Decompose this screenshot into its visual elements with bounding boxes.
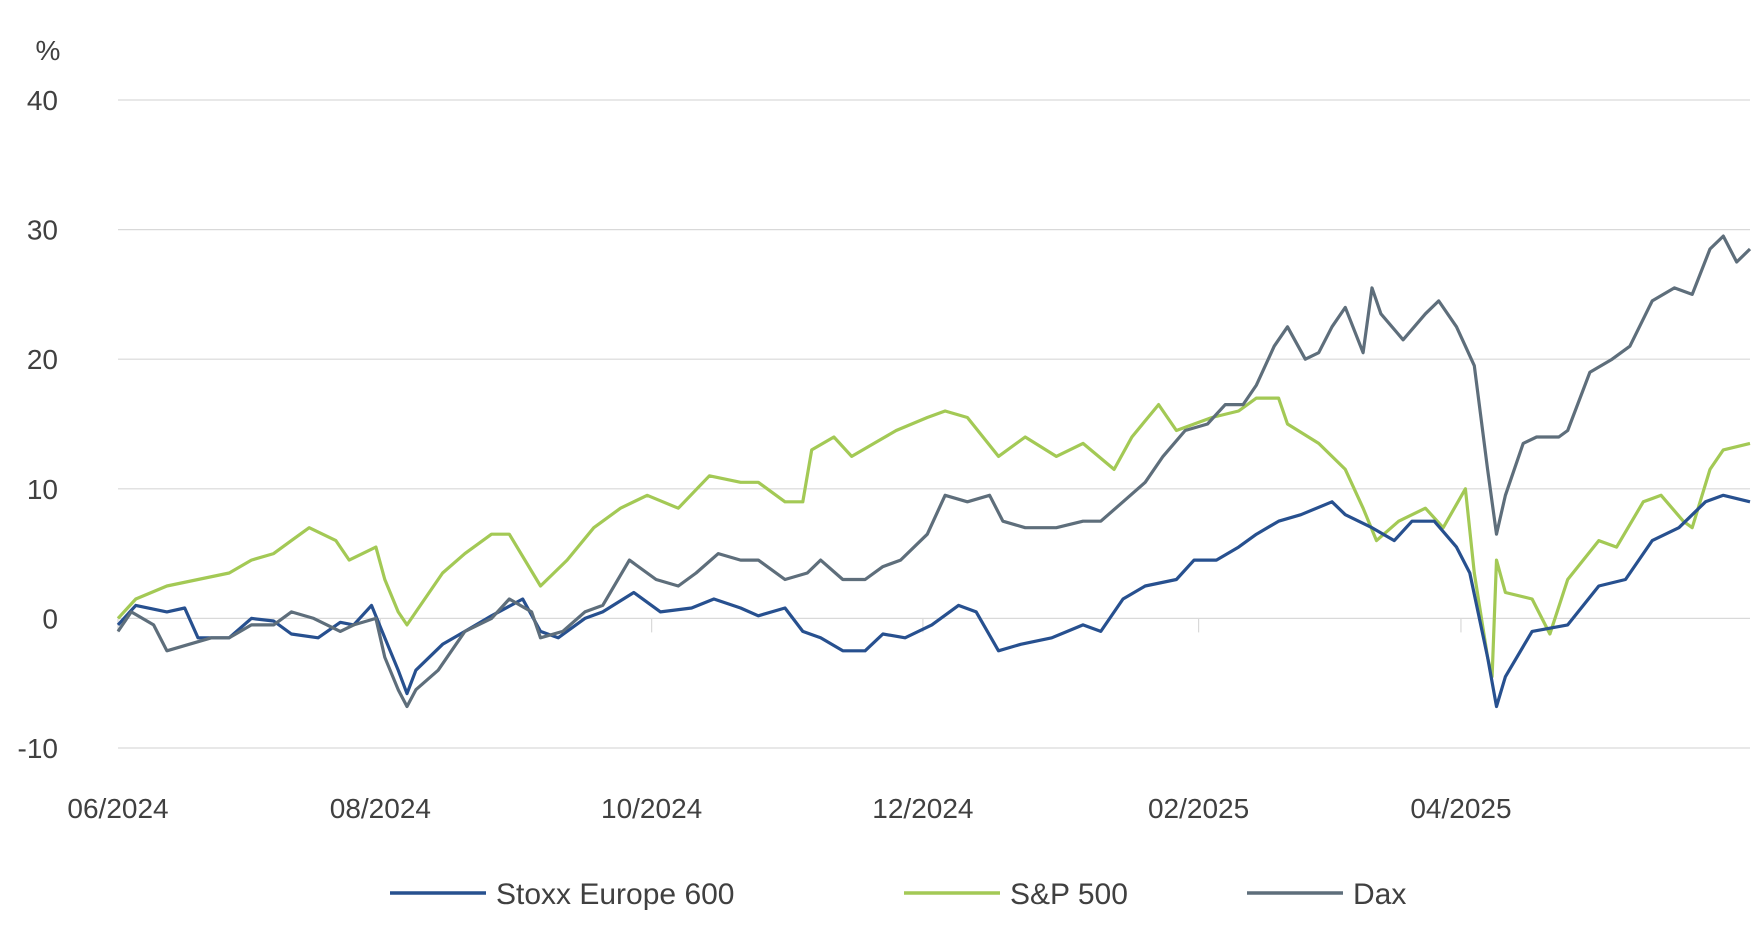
x-tick-label: 08/2024 — [330, 793, 431, 824]
grid-lines — [118, 99, 1750, 749]
legend-label: Stoxx Europe 600 — [496, 878, 735, 911]
y-tick-label: 10 — [27, 474, 58, 505]
x-tick-label: 04/2025 — [1410, 793, 1511, 824]
y-axis-ticks: -10 0 10 20 30 40 — [18, 85, 58, 764]
y-tick-label: 40 — [27, 85, 58, 116]
y-axis-unit-label: % — [36, 35, 61, 66]
x-tick-label: 12/2024 — [872, 793, 973, 824]
y-tick-label: -10 — [18, 733, 58, 764]
series-line-2 — [116, 234, 1752, 709]
legend: Stoxx Europe 600 S&P 500 Dax — [390, 878, 1406, 911]
y-tick-label: 20 — [27, 344, 58, 375]
x-axis-ticks: 06/2024 08/2024 10/2024 12/2024 02/2025 04/20… — [67, 618, 1512, 824]
y-tick-label: 0 — [42, 603, 58, 634]
series-line-1 — [116, 396, 1751, 679]
series-lines — [116, 234, 1752, 709]
x-tick-label: 10/2024 — [601, 793, 702, 824]
x-tick-label: 06/2024 — [67, 793, 168, 824]
series-line-0 — [116, 493, 1751, 709]
legend-label: S&P 500 — [1010, 878, 1128, 911]
legend-label: Dax — [1353, 878, 1406, 911]
x-tick-label: 02/2025 — [1148, 793, 1249, 824]
y-tick-label: 30 — [27, 215, 58, 246]
